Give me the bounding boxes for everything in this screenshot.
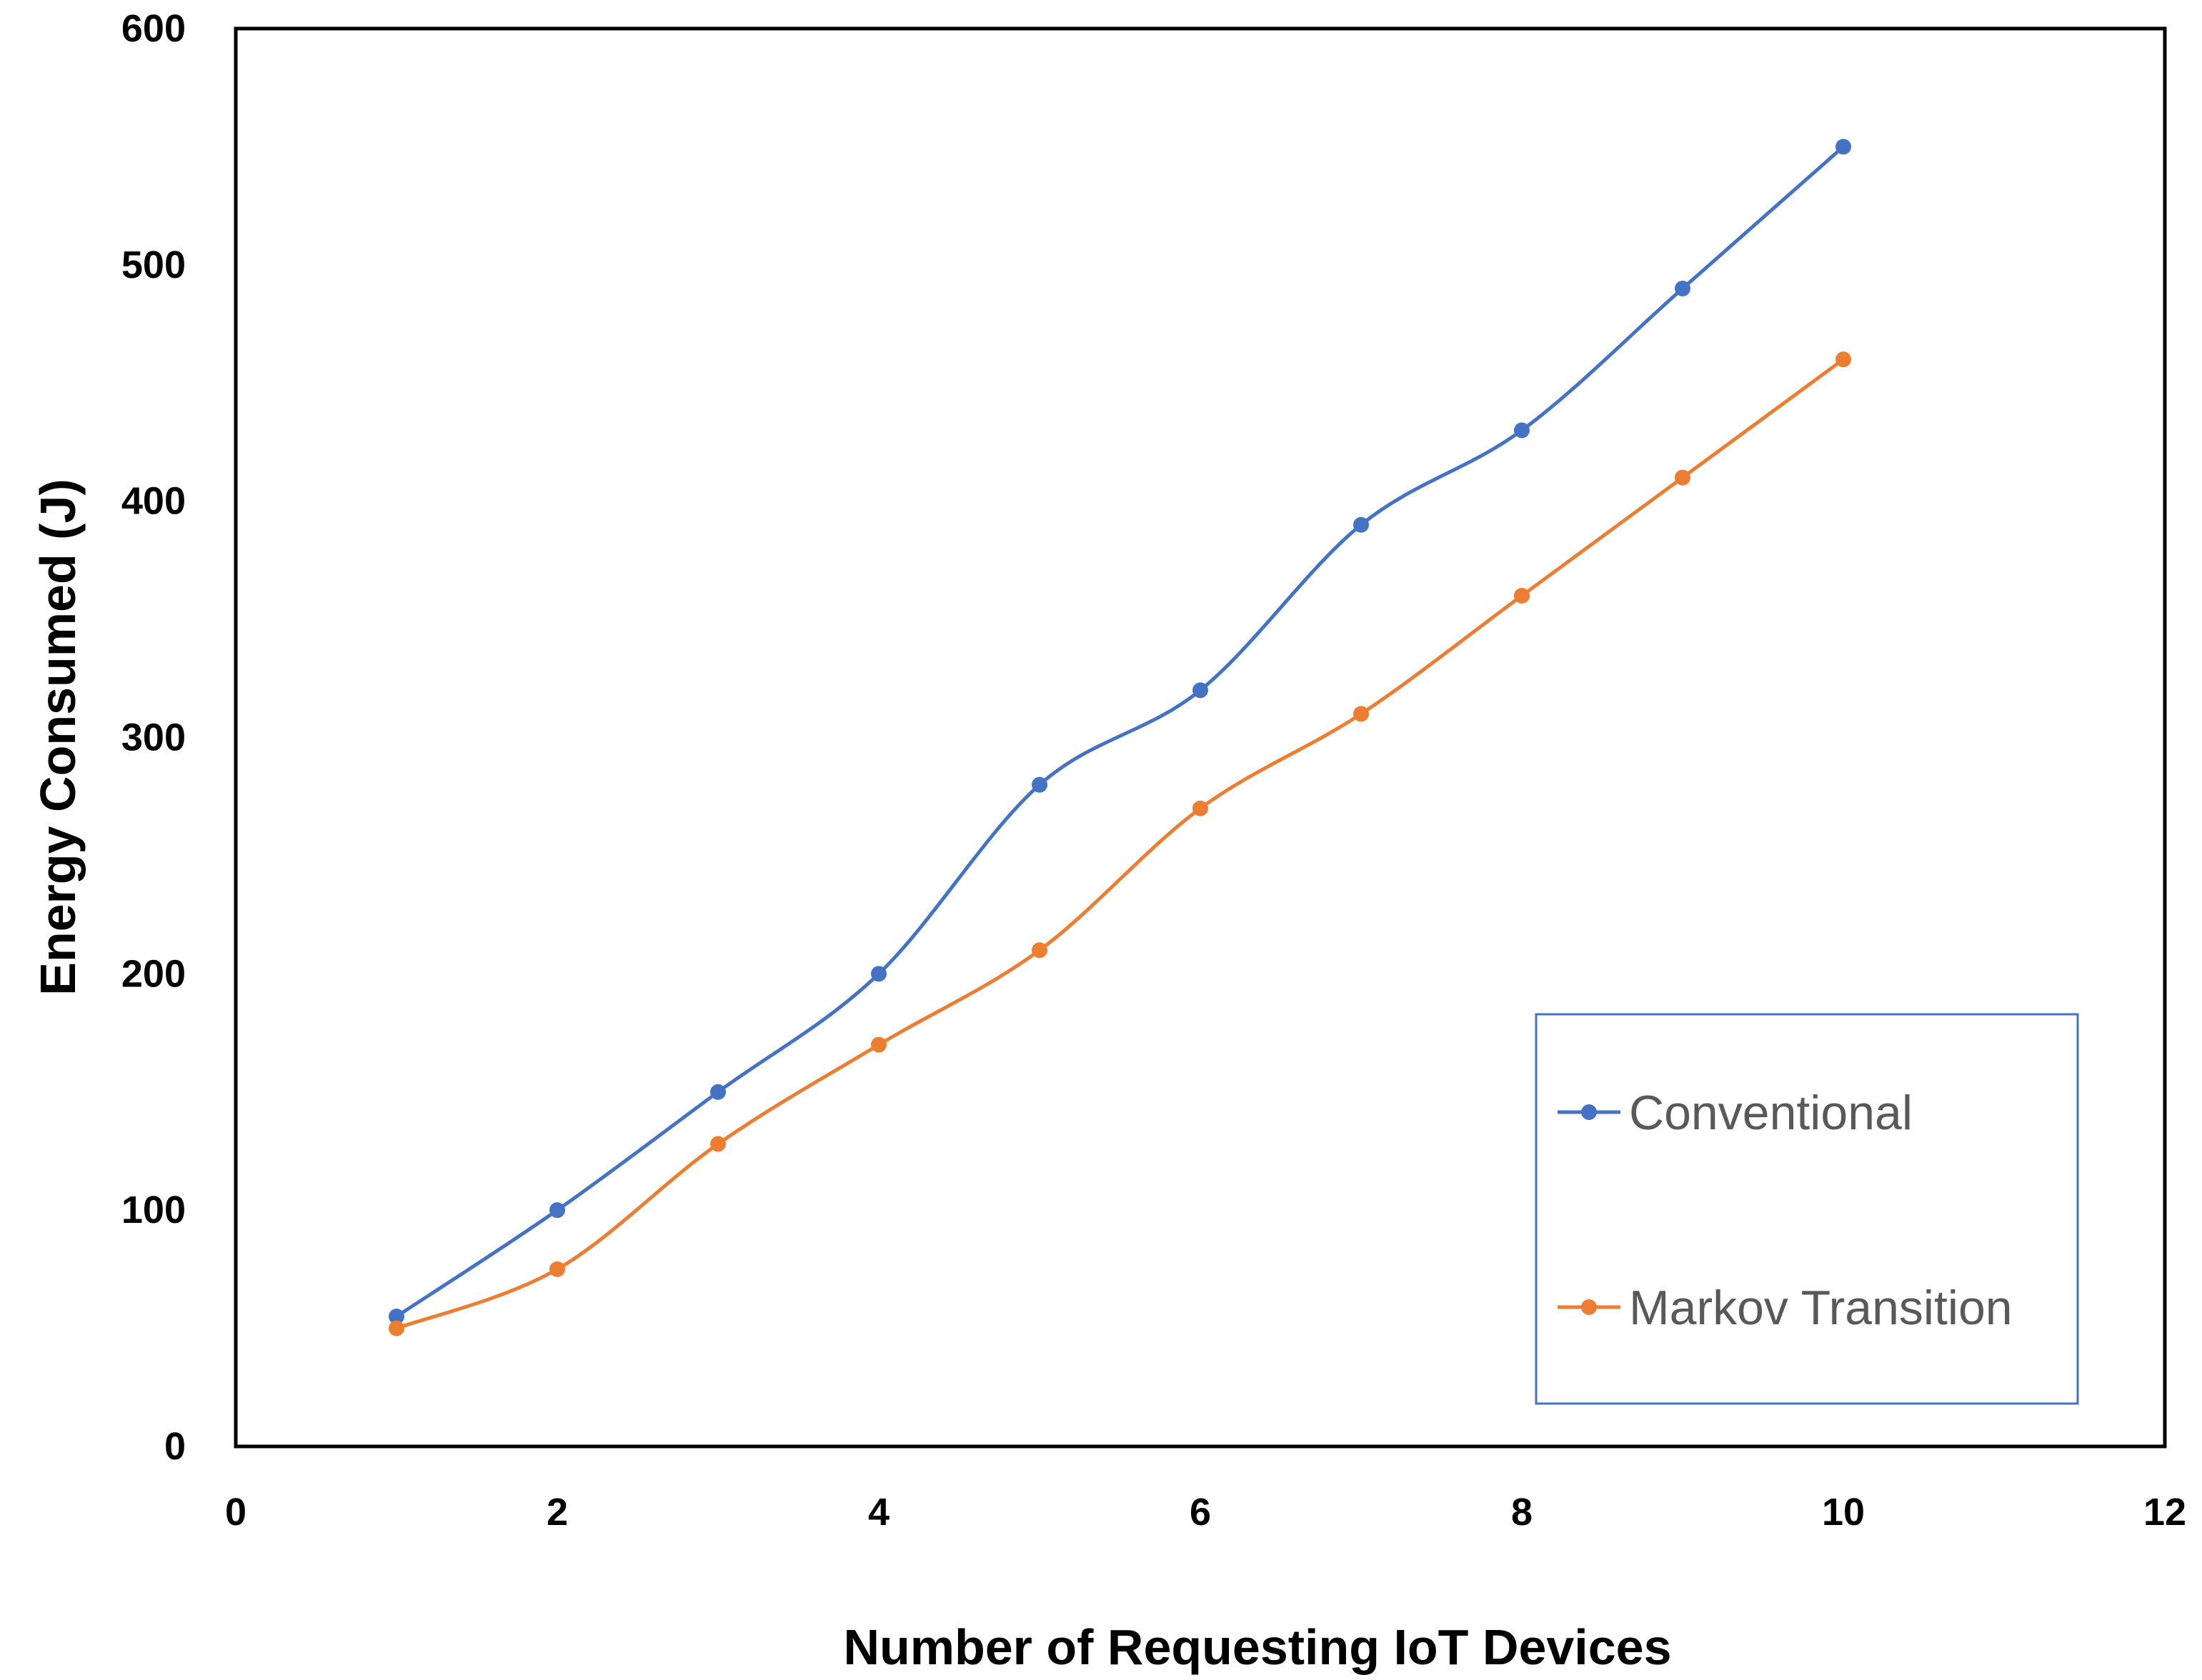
x-tick-label: 0 bbox=[225, 1491, 246, 1534]
data-point-conventional bbox=[710, 1084, 726, 1100]
data-point-markov-transition bbox=[1353, 706, 1369, 722]
y-tick-label: 400 bbox=[121, 480, 186, 523]
data-point-markov-transition bbox=[871, 1036, 887, 1053]
series-lines bbox=[389, 139, 1851, 1336]
y-tick-label: 500 bbox=[121, 244, 186, 286]
data-point-conventional bbox=[1032, 776, 1047, 793]
y-tick-label: 0 bbox=[164, 1425, 186, 1468]
series-line-conventional bbox=[395, 145, 1845, 1319]
data-point-conventional bbox=[1192, 682, 1208, 699]
x-axis-title: Number of Requesting IoT Devices bbox=[843, 1619, 1671, 1675]
data-point-markov-transition bbox=[389, 1320, 404, 1336]
series-line-markov-transition bbox=[396, 358, 1845, 1330]
legend-label-conventional: Conventional bbox=[1629, 1086, 1913, 1140]
x-tick-label: 8 bbox=[1511, 1491, 1533, 1534]
data-point-conventional bbox=[389, 1309, 404, 1325]
y-tick-label: 600 bbox=[121, 7, 186, 50]
data-point-markov-transition bbox=[549, 1261, 565, 1277]
data-point-conventional bbox=[1514, 422, 1530, 439]
y-tick-labels: 0 100 200 300 400 500 600 bbox=[121, 7, 186, 1468]
legend-label-markov-transition: Markov Transition bbox=[1629, 1281, 2013, 1335]
data-point-markov-transition bbox=[710, 1136, 726, 1152]
data-point-markov-transition bbox=[1835, 351, 1851, 368]
x-tick-label: 6 bbox=[1190, 1491, 1211, 1534]
x-tick-label: 4 bbox=[868, 1491, 890, 1534]
x-tick-label: 2 bbox=[547, 1491, 568, 1534]
data-point-conventional bbox=[1353, 516, 1369, 533]
x-tick-label: 12 bbox=[2143, 1491, 2186, 1534]
x-tick-labels: 0 2 4 6 8 10 12 bbox=[225, 1491, 2186, 1534]
data-point-markov-transition bbox=[1192, 800, 1208, 816]
y-tick-label: 200 bbox=[121, 952, 186, 995]
y-tick-label: 100 bbox=[121, 1189, 186, 1231]
legend-marker-conventional bbox=[1581, 1104, 1597, 1120]
data-point-markov-transition bbox=[1514, 588, 1530, 604]
data-point-conventional bbox=[871, 966, 887, 982]
data-point-markov-transition bbox=[1032, 942, 1047, 959]
data-point-conventional bbox=[1835, 139, 1851, 155]
data-point-conventional bbox=[1675, 280, 1690, 296]
y-axis-title: Energy Consumed (J) bbox=[30, 479, 86, 995]
x-tick-label: 10 bbox=[1822, 1491, 1865, 1534]
plot-area-frame bbox=[234, 26, 2167, 1449]
legend-marker-markov-transition bbox=[1581, 1299, 1597, 1315]
legend-box bbox=[1535, 1013, 2079, 1405]
y-tick-label: 300 bbox=[121, 716, 186, 759]
data-point-markov-transition bbox=[1675, 469, 1690, 486]
legend: Conventional Markov Transition bbox=[1535, 1013, 2079, 1405]
data-point-conventional bbox=[549, 1202, 565, 1219]
